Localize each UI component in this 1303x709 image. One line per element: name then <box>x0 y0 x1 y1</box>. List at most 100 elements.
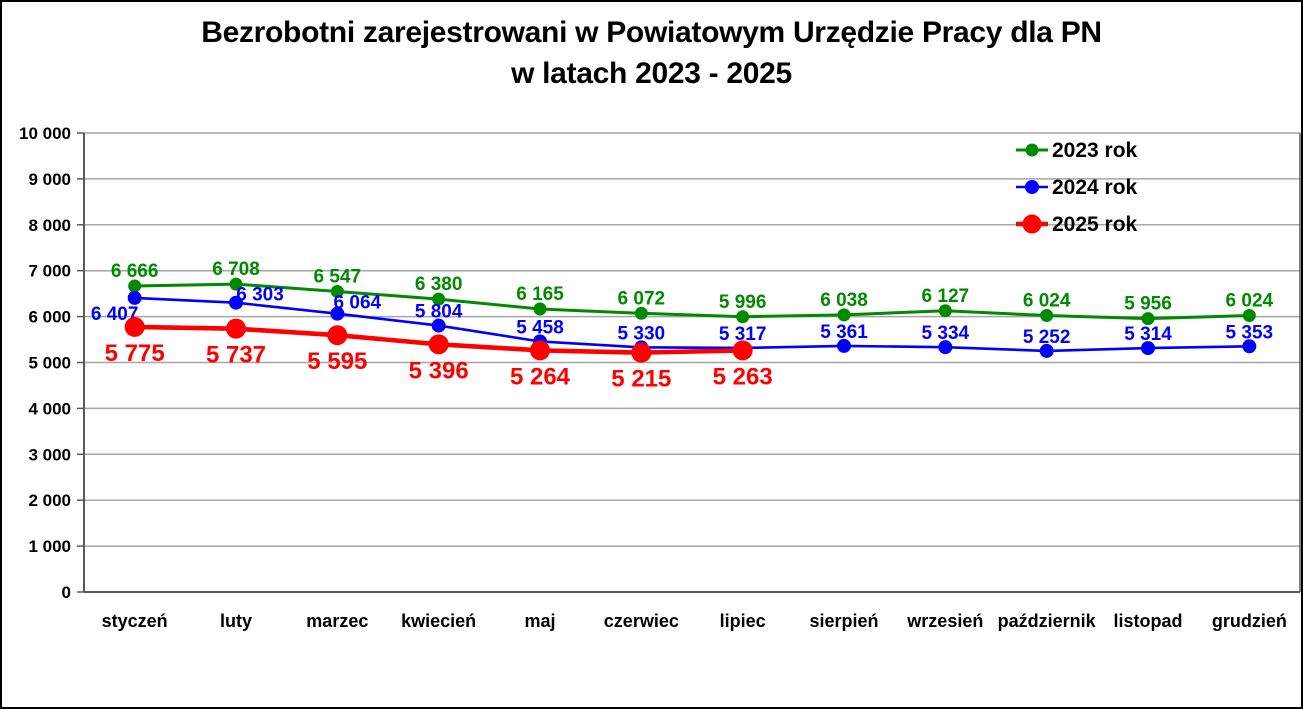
y-tick-label: 8 000 <box>28 216 71 235</box>
y-tick-label: 1 000 <box>28 537 71 556</box>
data-label: 5 317 <box>719 324 767 345</box>
data-point-marker <box>229 277 243 291</box>
data-point-marker <box>634 306 648 320</box>
gridlines <box>84 132 1300 547</box>
data-point-marker <box>837 338 851 353</box>
data-label: 5 215 <box>611 366 671 393</box>
legend-marker <box>1025 180 1039 194</box>
y-tick-label: 5 000 <box>28 354 71 373</box>
x-tick-label: luty <box>220 611 252 631</box>
legend-marker <box>1022 214 1042 234</box>
data-point-marker <box>938 304 952 318</box>
data-point-marker <box>226 318 246 339</box>
data-point-marker <box>736 310 750 324</box>
x-tick-label: kwiecień <box>401 611 476 631</box>
data-label: 6 165 <box>516 284 564 305</box>
data-point-marker <box>229 295 243 310</box>
data-point-marker <box>1040 308 1054 322</box>
data-label: 5 361 <box>820 322 868 343</box>
y-tick-label: 2 000 <box>28 491 71 510</box>
data-point-marker <box>938 340 953 355</box>
data-label: 5 353 <box>1226 322 1274 343</box>
data-label: 5 330 <box>618 323 666 344</box>
x-tick-label: wrzesień <box>906 611 983 631</box>
data-label: 6 024 <box>1023 290 1071 311</box>
x-tick-label: czerwiec <box>604 611 679 631</box>
x-tick-label: marzec <box>306 611 368 631</box>
y-tick-label: 0 <box>62 583 71 602</box>
y-tick-label: 3 000 <box>28 445 71 464</box>
legend-entry: 2023 rok <box>1016 139 1138 162</box>
data-point-marker <box>428 334 449 355</box>
data-point-marker <box>330 284 344 298</box>
data-point-marker <box>533 302 547 316</box>
y-tick-label: 6 000 <box>28 308 71 327</box>
chart-title: Bezrobotni zarejestrowani w Powiatowym U… <box>2 12 1301 94</box>
data-label: 5 804 <box>415 302 463 323</box>
data-point-marker <box>330 306 345 321</box>
data-point-marker <box>631 342 652 363</box>
data-point-marker <box>1039 343 1054 358</box>
data-label: 6 303 <box>236 285 284 306</box>
data-label: 6 127 <box>922 286 970 307</box>
legend-entry: 2024 rok <box>1016 176 1138 199</box>
x-tick-label: listopad <box>1113 611 1182 631</box>
x-axis: styczeń luty marzec kwiecień maj czerwiec lipi… <box>102 611 1287 631</box>
x-tick-label: sierpień <box>809 611 878 631</box>
data-label: 6 064 <box>334 293 382 314</box>
series-2025-rok: 5 775 5 737 5 595 5 396 5 264 5 215 5 263 <box>105 316 773 393</box>
data-label: 6 547 <box>314 266 362 287</box>
data-point-marker <box>327 325 348 346</box>
data-label: 5 996 <box>719 292 767 313</box>
data-label: 6 072 <box>618 288 666 309</box>
data-label: 5 595 <box>307 348 367 375</box>
data-label: 5 737 <box>206 342 266 369</box>
y-tick-label: 10 000 <box>19 124 71 143</box>
data-label: 6 380 <box>415 274 463 295</box>
x-tick-label: październik <box>998 611 1097 631</box>
data-point-marker <box>732 340 753 361</box>
data-point-marker <box>127 290 142 305</box>
legend-label: 2025 rok <box>1052 213 1138 236</box>
data-point-marker <box>128 279 142 293</box>
data-label: 5 314 <box>1124 324 1172 345</box>
chart-title-line-2: w latach 2023 - 2025 <box>511 57 792 90</box>
data-label: 5 956 <box>1124 294 1172 315</box>
data-label: 5 252 <box>1023 327 1071 348</box>
data-label: 6 024 <box>1226 290 1274 311</box>
data-point-marker <box>432 292 446 306</box>
series-line <box>133 296 1251 353</box>
legend-marker <box>1025 143 1039 157</box>
series-line <box>133 282 1251 321</box>
data-point-marker <box>530 340 550 361</box>
y-tick-label: 7 000 <box>28 262 71 281</box>
data-point-marker <box>1242 339 1257 354</box>
data-point-marker <box>124 316 145 337</box>
x-tick-label: grudzień <box>1212 611 1287 631</box>
data-label: 6 708 <box>212 259 260 280</box>
data-label: 6 666 <box>111 261 159 282</box>
data-label: 5 334 <box>922 323 970 344</box>
data-label: 5 264 <box>510 363 571 390</box>
data-point-marker <box>1242 308 1256 322</box>
y-axis: 0 1 000 2 000 3 000 4 000 5 000 6 000 7 000 8 00… <box>19 124 84 602</box>
data-point-marker <box>837 308 851 322</box>
x-tick-label: styczeń <box>102 611 168 631</box>
data-point-marker <box>1141 312 1155 326</box>
data-point-marker <box>431 318 446 333</box>
x-tick-label: maj <box>524 611 555 631</box>
legend-label: 2024 rok <box>1052 176 1138 199</box>
data-label: 5 263 <box>713 363 773 390</box>
y-tick-label: 9 000 <box>28 170 71 189</box>
data-label: 6 407 <box>91 304 139 325</box>
legend: 2023 rok 2024 rok 2025 rok <box>1016 139 1138 236</box>
series-2023-rok: 6 666 6 708 6 547 6 380 6 165 6 072 5 996 6 038… <box>111 259 1274 326</box>
y-tick-label: 4 000 <box>28 399 71 418</box>
data-label: 5 775 <box>105 340 165 367</box>
chart-title-line-1: Bezrobotni zarejestrowani w Powiatowym U… <box>201 16 1102 49</box>
data-label: 5 396 <box>409 357 469 384</box>
axes <box>83 133 1301 593</box>
data-label: 5 458 <box>516 317 564 338</box>
